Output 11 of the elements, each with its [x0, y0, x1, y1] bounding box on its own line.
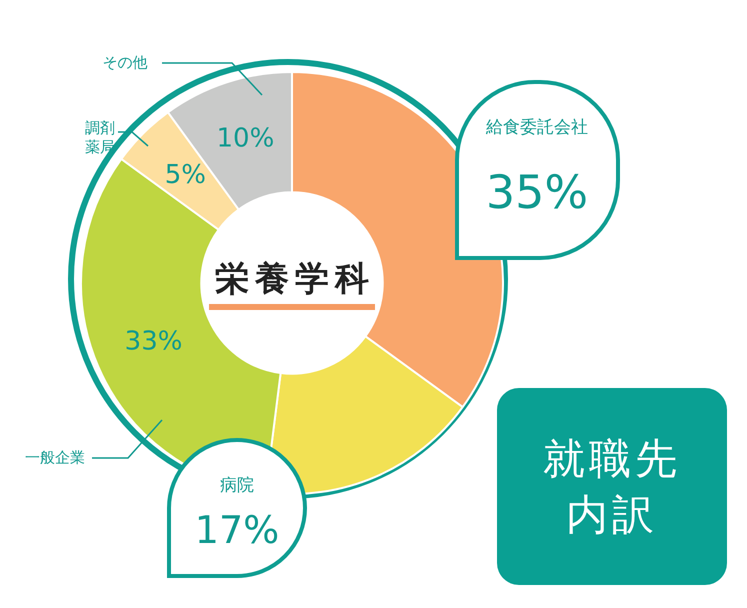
slice-label: 一般企業	[25, 448, 85, 468]
slice-label: 病院	[220, 476, 254, 496]
data-label: 10%	[216, 123, 274, 154]
data-label: 5%	[164, 160, 206, 190]
slice-label: 給食委託会社	[486, 118, 588, 138]
text: 栄養学科	[209, 256, 375, 310]
data-label: 17%	[194, 508, 280, 552]
data-label: 33%	[124, 326, 182, 357]
data-label: 35%	[486, 165, 588, 219]
slice-label: その他	[102, 54, 148, 72]
text: 就職先内訳	[497, 388, 727, 585]
